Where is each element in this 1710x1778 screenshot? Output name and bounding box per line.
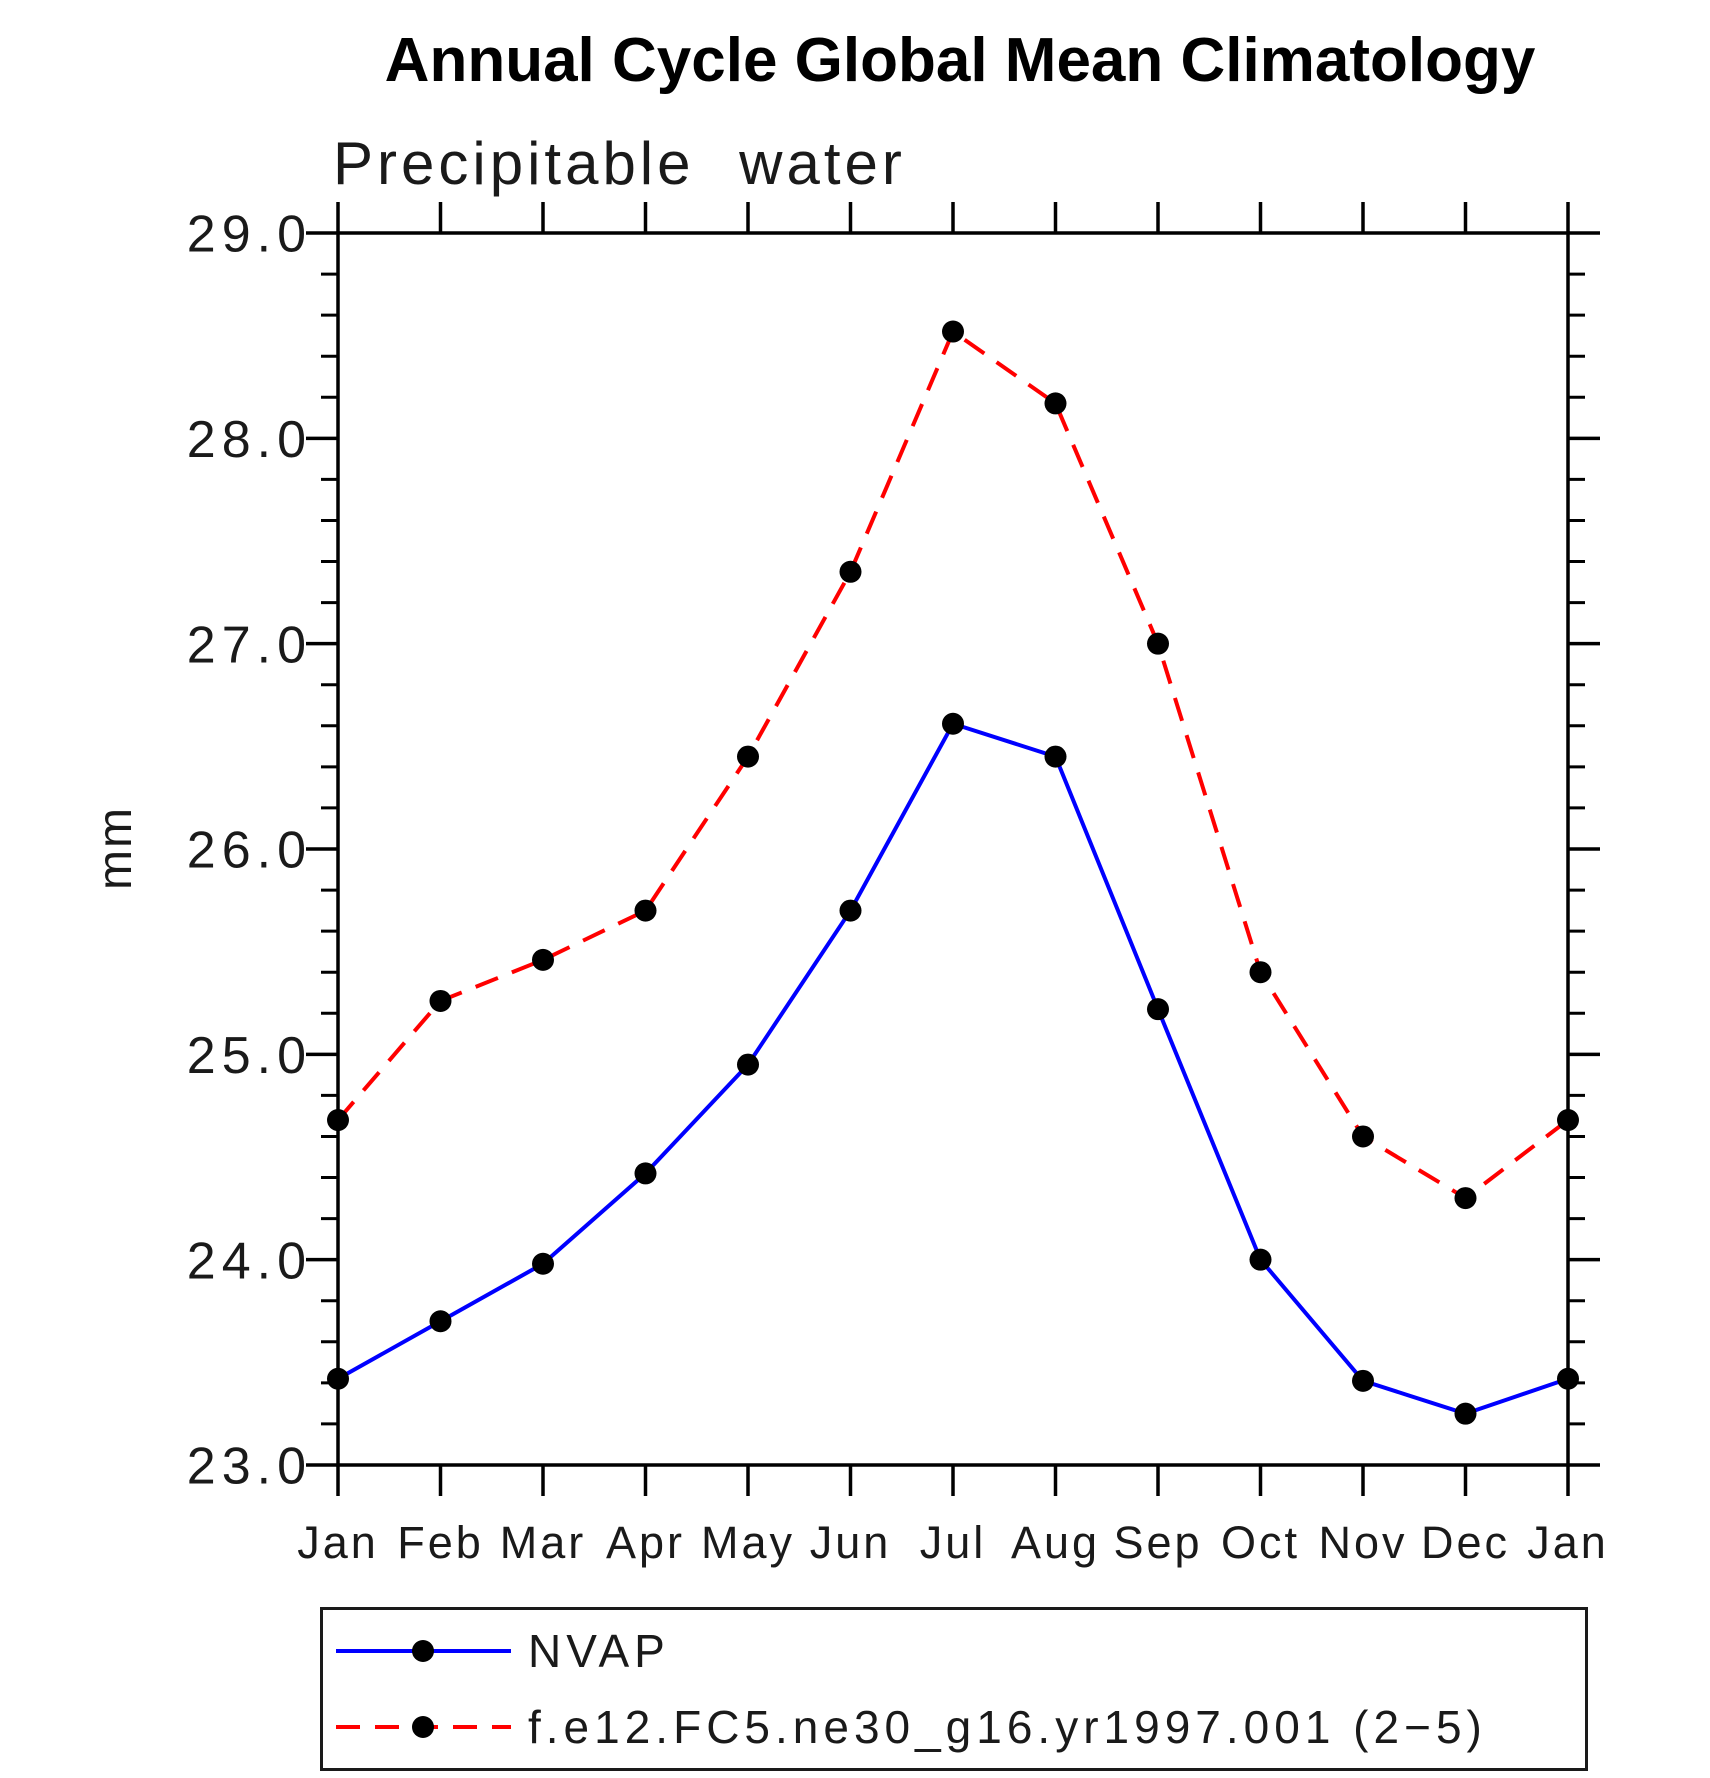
model-data-point — [532, 948, 554, 971]
nvap-data-point — [1454, 1402, 1477, 1425]
legend-marker-dot — [412, 1640, 434, 1662]
model-data-point — [1557, 1109, 1579, 1132]
x-axis-tick-label: Oct — [1221, 1517, 1300, 1568]
nvap-data-point — [942, 712, 964, 735]
x-axis-tick-label: Jun — [810, 1517, 892, 1568]
model-data-point — [1249, 961, 1272, 984]
nvap-data-point — [1147, 998, 1169, 1021]
legend: NVAP f.e12.FC5.ne30_g16.yr1997.001 (2−5) — [320, 1607, 1588, 1771]
y-axis-tick-label: 29.0 — [187, 206, 312, 264]
x-axis-tick-label: Nov — [1318, 1517, 1407, 1568]
nvap-data-point — [737, 1053, 759, 1076]
x-axis-tick-label: Jan — [297, 1517, 379, 1568]
nvap-data-point — [1352, 1369, 1374, 1392]
x-axis-tick-label: Jan — [1527, 1517, 1609, 1568]
model-data-point — [737, 745, 759, 768]
legend-item-nvap: NVAP — [323, 1616, 1585, 1686]
legend-marker-dot — [412, 1716, 434, 1738]
nvap-line — [337, 721, 1569, 1416]
model-data-point — [1352, 1125, 1374, 1148]
nvap-data-point — [1044, 745, 1067, 768]
nvap-data-point — [634, 1162, 657, 1185]
x-axis-tick-label: Aug — [1011, 1517, 1100, 1568]
y-axis-tick-label: 23.0 — [187, 1438, 312, 1496]
nvap-data-point — [1557, 1367, 1579, 1390]
legend-label-nvap: NVAP — [528, 1625, 670, 1677]
x-axis-tick-label: Apr — [606, 1517, 685, 1568]
y-axis-tick-label: 26.0 — [187, 822, 312, 880]
model-data-point — [429, 989, 452, 1012]
model-data-point — [1454, 1187, 1477, 1210]
x-axis-tick-label: Jul — [920, 1517, 987, 1568]
chart-title: Annual Cycle Global Mean Climatology — [384, 26, 1536, 95]
model-data-point — [942, 320, 964, 343]
plot-frame — [336, 231, 1570, 1467]
x-axis-tick-label: May — [701, 1517, 795, 1568]
y-axis-tick-label: 24.0 — [187, 1232, 312, 1290]
x-axis-tick-label: Mar — [500, 1517, 587, 1568]
y-axis-tick-label: 27.0 — [187, 616, 312, 674]
legend-item-model: f.e12.FC5.ne30_g16.yr1997.001 (2−5) — [323, 1692, 1585, 1762]
legend-swatch-model — [336, 1716, 511, 1738]
y-axis-tick-label: 25.0 — [187, 1027, 312, 1085]
nvap-data-point — [1249, 1248, 1272, 1271]
nvap-data-point — [839, 899, 862, 922]
x-axis-tick-label: Sep — [1113, 1517, 1202, 1568]
y-axis-tick-label: 28.0 — [187, 411, 312, 469]
model-data-point — [327, 1109, 349, 1132]
model-line — [336, 328, 1570, 1201]
x-axis-tick-label: Dec — [1421, 1517, 1510, 1568]
model-data-point — [1147, 632, 1169, 655]
legend-swatch-nvap — [336, 1640, 511, 1662]
nvap-data-point — [532, 1252, 554, 1275]
legend-label-model: f.e12.FC5.ne30_g16.yr1997.001 (2−5) — [528, 1701, 1487, 1753]
chart-subtitle: Precipitable water — [333, 130, 906, 197]
model-data-point — [1044, 392, 1067, 415]
nvap-data-point — [327, 1367, 349, 1390]
nvap-data-point — [429, 1310, 452, 1333]
model-data-point — [839, 560, 862, 583]
model-data-point — [634, 899, 657, 922]
x-axis-tick-label: Feb — [397, 1517, 484, 1568]
